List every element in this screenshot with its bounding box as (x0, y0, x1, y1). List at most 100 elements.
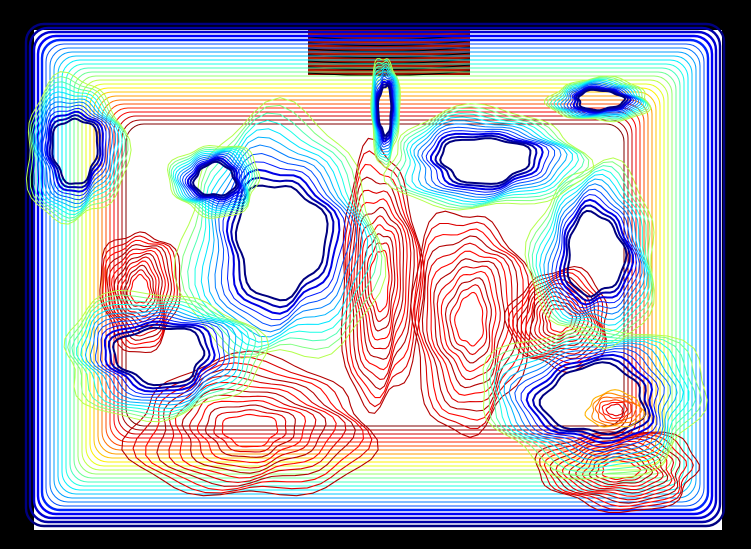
red-contour (168, 375, 347, 484)
blue-contour (373, 70, 397, 153)
blue-contour (99, 317, 221, 395)
blue-contour (51, 117, 99, 185)
red-contour (108, 247, 170, 337)
blue-contour (524, 157, 655, 350)
red-contour (213, 409, 287, 453)
blue-contour (207, 136, 364, 338)
red-contour (156, 369, 356, 487)
blue-contour (425, 130, 550, 193)
blue-contour (222, 161, 347, 321)
red-contour (366, 242, 393, 322)
border-contour (24, 22, 726, 528)
border-contour (28, 26, 722, 524)
core-contour (601, 401, 628, 420)
red-contour (549, 436, 681, 504)
blue-contour (498, 340, 684, 465)
blue-contour (46, 110, 104, 193)
red-contour (414, 221, 530, 429)
blue-contour (177, 150, 248, 209)
blue-contour (181, 153, 245, 205)
red-contour (174, 381, 337, 479)
red-contour (359, 215, 401, 350)
blue-contour (225, 168, 341, 315)
red-contour (538, 295, 585, 344)
core-contour (591, 392, 643, 427)
blue-contour (173, 97, 387, 359)
red-contour (356, 206, 405, 360)
blue-contour (531, 165, 652, 338)
contours (24, 22, 726, 528)
border-contour (40, 38, 710, 512)
blue-contour (527, 161, 654, 344)
blue-contour (551, 188, 640, 312)
core-contour (584, 389, 646, 428)
red-contour (575, 446, 664, 491)
blue-contour (95, 314, 225, 398)
red-contour (520, 278, 599, 355)
blue-contour (194, 119, 374, 348)
blue-contour (383, 103, 595, 211)
blue-contour (377, 84, 393, 138)
border-contour (53, 51, 697, 499)
border-contour (61, 59, 689, 491)
red-contour (104, 239, 176, 346)
blue-contour (439, 137, 532, 185)
blue-contour (417, 123, 562, 198)
blue-contour (25, 71, 132, 225)
blue-contour (404, 113, 580, 205)
blue-contour (482, 326, 708, 480)
border-contour (36, 34, 714, 516)
blue-contour (538, 361, 647, 436)
blue-contour (486, 330, 703, 477)
red-contour (444, 277, 492, 364)
red-contour (454, 291, 484, 347)
blue-contour (230, 176, 335, 309)
red-contour (145, 362, 365, 491)
red-contour (340, 137, 426, 414)
red-contour (516, 275, 602, 360)
blue-contour (535, 168, 650, 332)
red-contour (221, 413, 279, 448)
blue-contour (31, 81, 126, 219)
blue-contour (180, 104, 383, 355)
blue-contour (192, 160, 238, 197)
blue-contour (89, 311, 230, 402)
blue-contour (434, 134, 538, 188)
blue-contour (166, 144, 261, 219)
blue-contour (107, 323, 211, 390)
blue-contour (374, 72, 396, 151)
blue-contour (67, 294, 263, 420)
blue-contour (558, 198, 635, 306)
blue-contour (44, 107, 107, 197)
red-contour (364, 233, 396, 332)
blue-contour (41, 104, 110, 201)
core-contour (594, 396, 638, 425)
red-contour (126, 269, 154, 308)
core-contour (605, 403, 624, 417)
blue-contour (508, 345, 672, 457)
blue-contour (390, 106, 590, 209)
blue-contour (577, 88, 627, 112)
blue-contour (575, 87, 629, 113)
blue-contour (184, 155, 243, 203)
blue-contour (218, 152, 352, 327)
blue-contour (569, 85, 635, 114)
red-contour (181, 388, 327, 474)
red-contour (449, 284, 488, 356)
blue-contour (520, 350, 659, 449)
red-contour (132, 356, 373, 494)
red-contour (440, 270, 497, 373)
blue-contour (187, 112, 379, 352)
blue-contour (179, 152, 246, 207)
blue-contour (547, 183, 643, 315)
red-contour (353, 198, 408, 371)
blue-contour (84, 309, 237, 406)
blue-contour (555, 193, 638, 309)
blue-contour (546, 76, 650, 121)
red-contour (196, 399, 307, 464)
blue-contour (33, 86, 123, 216)
blue-contour (559, 81, 642, 117)
blue-contour (168, 146, 258, 217)
top-contour (307, 46, 471, 53)
